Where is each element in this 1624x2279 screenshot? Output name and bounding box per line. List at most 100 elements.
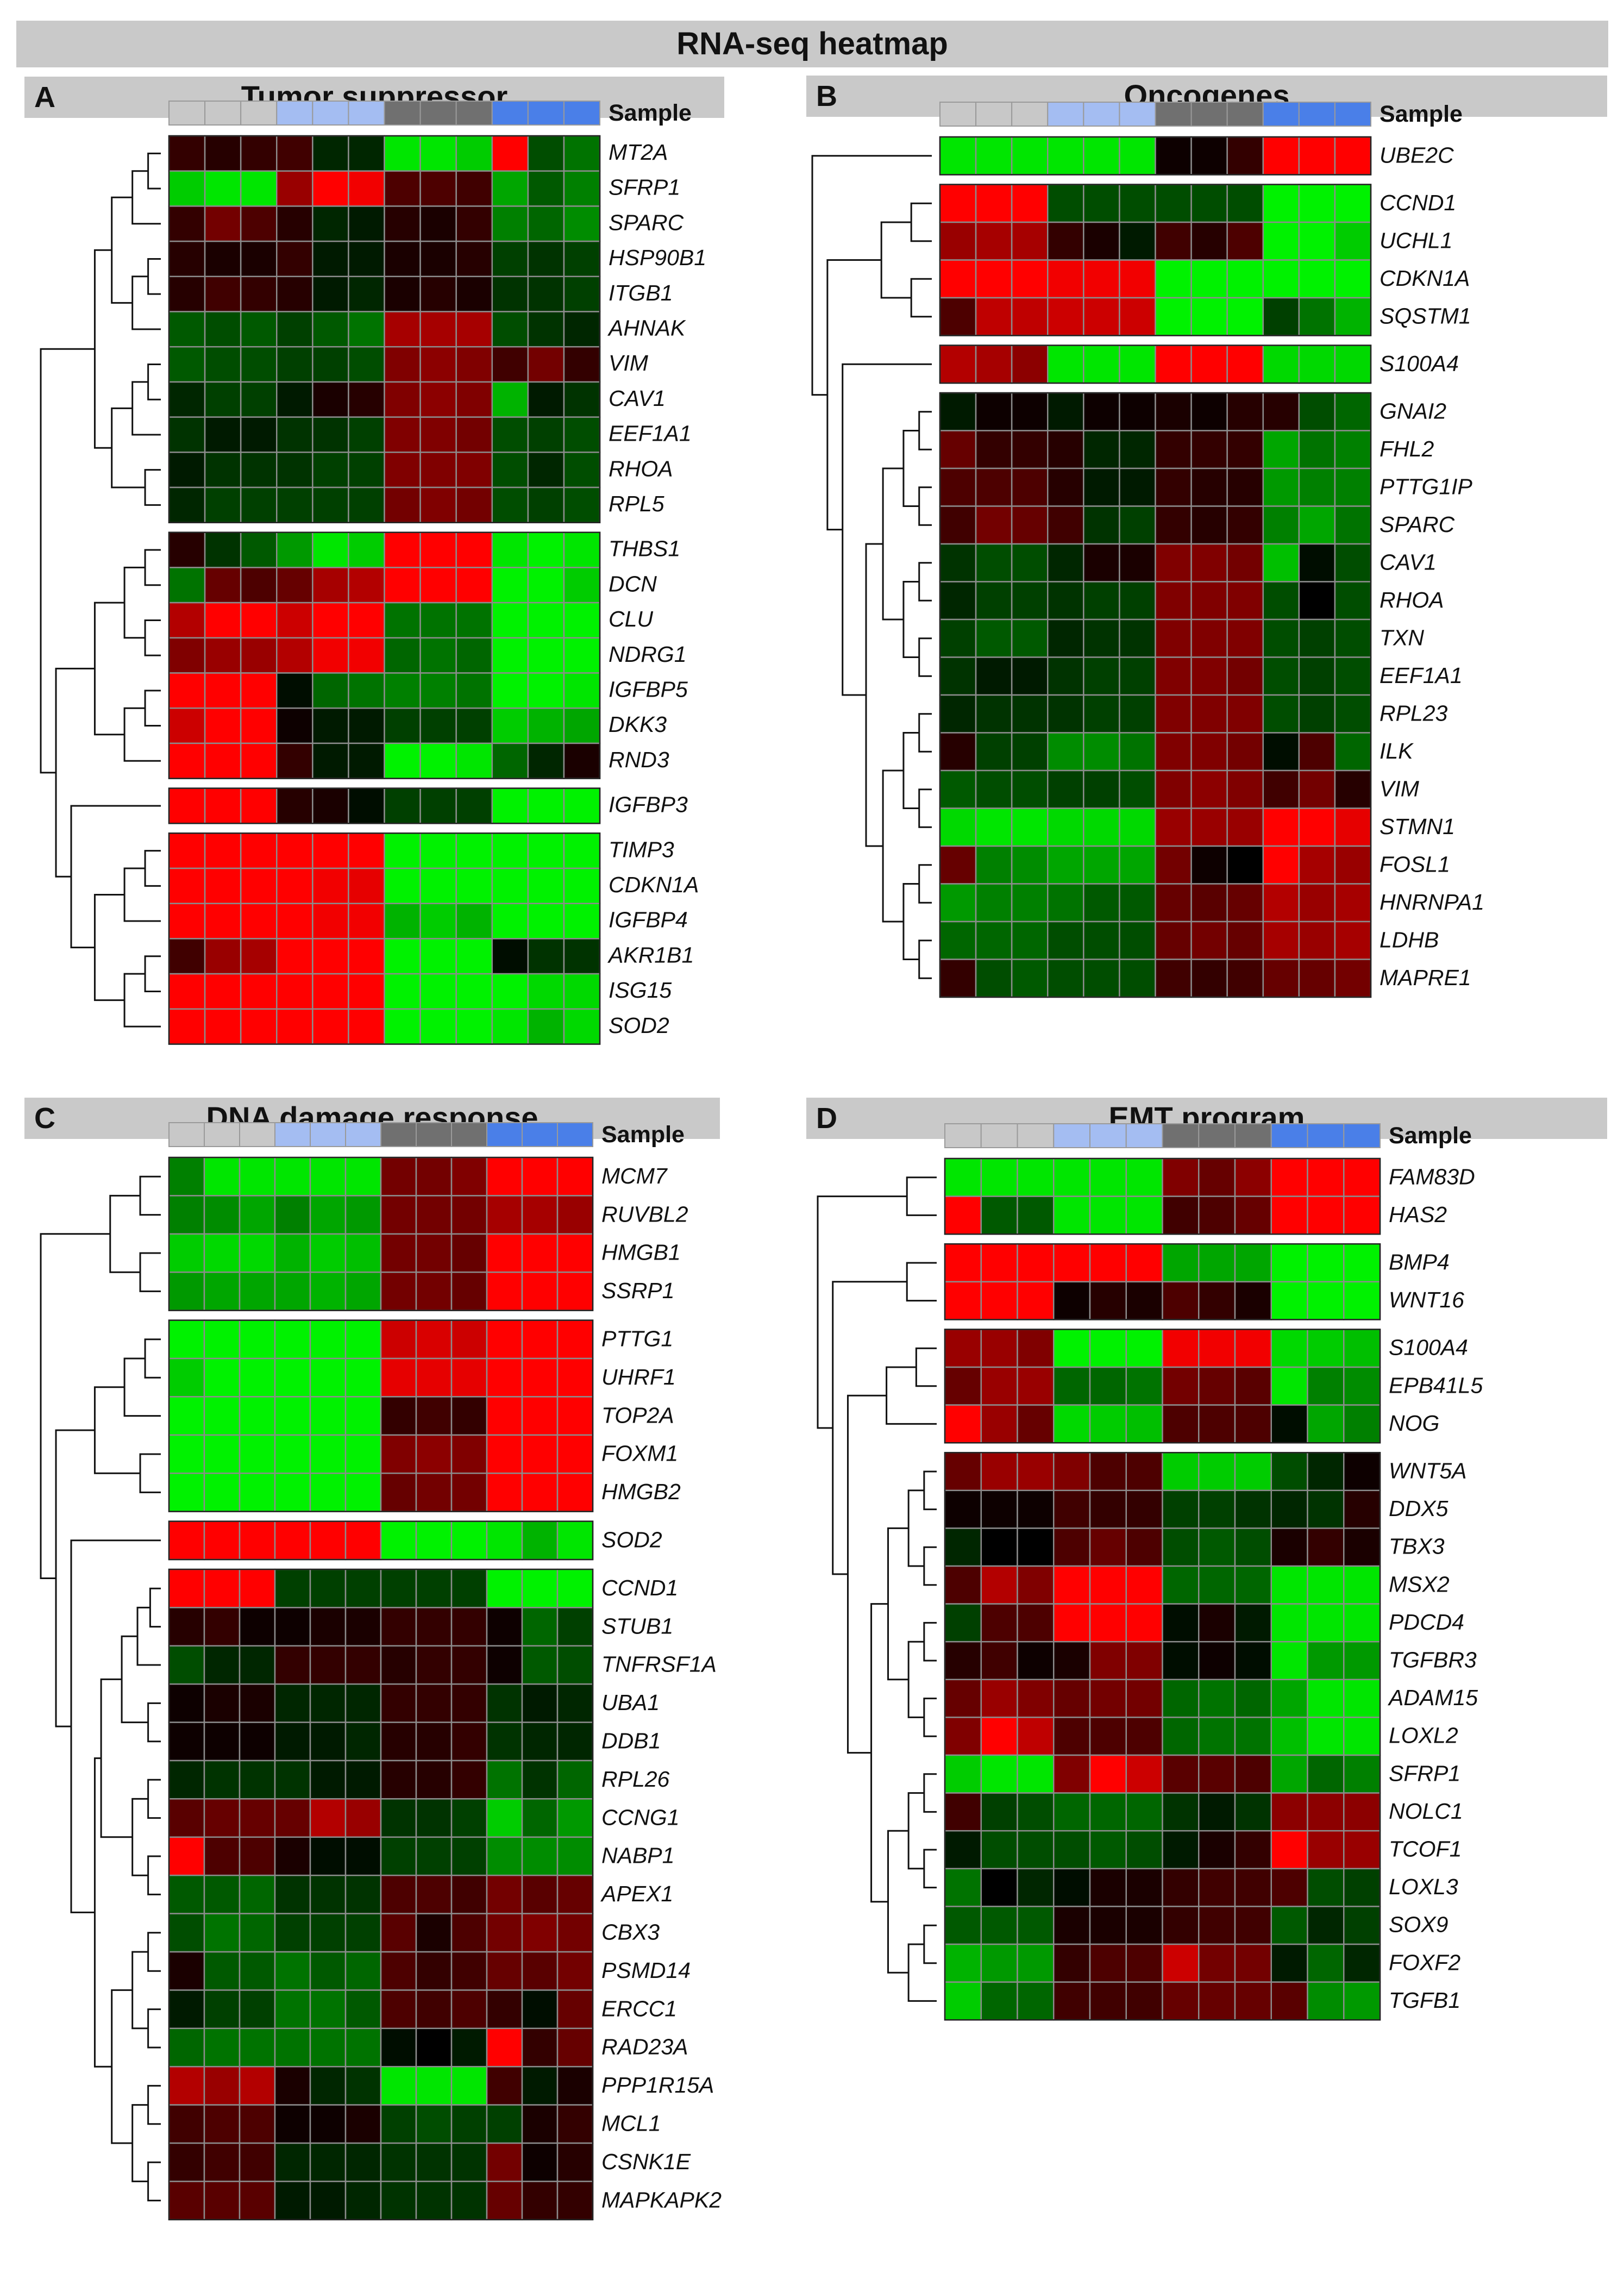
heatmap-cell: [1053, 1641, 1091, 1681]
heatmap-cell: [168, 1520, 205, 1561]
heatmap-cell: [239, 1874, 276, 1914]
gene-label: UBE2C: [1380, 142, 1454, 167]
heatmap-cell: [1334, 769, 1372, 809]
heatmap-cell: [1011, 732, 1049, 772]
gene-label: DDB1: [601, 1728, 661, 1753]
heatmap-cell: [1307, 1404, 1345, 1444]
heatmap-cell: [309, 1913, 347, 1953]
heatmap-cell: [168, 2027, 205, 2068]
heatmap-cell: [1334, 883, 1372, 923]
heatmap-cell: [309, 1836, 347, 1876]
heatmap-cell: [348, 672, 385, 709]
heatmap-cell: [168, 973, 206, 1010]
heatmap-cell: [419, 205, 457, 242]
heatmap-cell: [344, 2065, 382, 2106]
heatmap-cell: [563, 346, 601, 383]
group-frame: [168, 531, 601, 779]
heatmap-cell: [1307, 1366, 1345, 1406]
heatmap-cell: [312, 381, 349, 418]
heatmap-cell: [527, 973, 565, 1010]
heatmap-cell: [1334, 921, 1372, 960]
heatmap-cell: [1053, 1527, 1091, 1567]
heatmap-cell: [1343, 1157, 1381, 1197]
heatmap-cell: [1307, 1943, 1345, 1983]
heatmap-cell: [486, 1913, 523, 1953]
heatmap-cell: [1083, 297, 1120, 336]
heatmap-cell: [450, 2142, 488, 2182]
heatmap-cell: [312, 486, 349, 523]
heatmap-cell: [1155, 345, 1192, 384]
sample-cell: [348, 101, 385, 126]
heatmap-cell: [380, 2027, 417, 2068]
heatmap-cell: [1307, 1157, 1345, 1197]
heatmap-cell: [380, 2142, 417, 2182]
heatmap-cell: [309, 1760, 347, 1800]
heatmap-cell: [239, 1520, 276, 1561]
heatmap-cell: [1083, 656, 1120, 696]
heatmap-cell: [415, 2181, 453, 2221]
heatmap-cell: [556, 1951, 594, 1991]
heatmap-cell: [384, 707, 421, 744]
heatmap-cell: [344, 1874, 382, 1914]
heatmap-cell: [348, 707, 385, 744]
heatmap-cell: [491, 973, 529, 1010]
heatmap-cell: [384, 452, 421, 489]
heatmap-cell: [1119, 345, 1156, 384]
heatmap-cell: [309, 2065, 347, 2106]
heatmap-cell: [1017, 1906, 1055, 1945]
gene-label: SOD2: [601, 1527, 662, 1552]
gene-label: AKR1B1: [607, 942, 694, 967]
heatmap-cell: [1083, 136, 1120, 176]
heatmap-cell: [491, 903, 529, 940]
heatmap-cell: [203, 2027, 241, 2068]
heatmap-cell: [1198, 1565, 1236, 1605]
heatmap-cell: [450, 2104, 488, 2144]
heatmap-cell: [1162, 1489, 1200, 1529]
heatmap-cell: [563, 381, 601, 418]
heatmap-cell: [944, 1489, 982, 1529]
heatmap-cell: [203, 1721, 241, 1762]
heatmap-cell: [975, 656, 1013, 696]
heatmap-cell: [1198, 1792, 1236, 1832]
heatmap-cell: [384, 672, 421, 709]
gene-label: LOXL2: [1389, 1723, 1458, 1748]
heatmap-cell: [415, 1195, 453, 1235]
heatmap-cell: [168, 135, 206, 172]
heatmap-cell: [521, 1989, 559, 2030]
heatmap-cell: [168, 567, 206, 604]
heatmap-cell: [1298, 259, 1336, 299]
heatmap-cell: [1334, 959, 1372, 998]
heatmap-cell: [274, 1798, 311, 1838]
heatmap-cell: [556, 1760, 594, 1800]
heatmap-cell: [1226, 921, 1264, 960]
heatmap-cell: [274, 1472, 311, 1512]
sample-cell: [1119, 102, 1156, 127]
heatmap-cell: [1017, 1404, 1055, 1444]
gene-label: S100A4: [1389, 1335, 1468, 1360]
heatmap-cell: [1262, 297, 1300, 336]
heatmap-cell: [486, 1989, 523, 2030]
heatmap-cell: [239, 1319, 276, 1360]
heatmap-cell: [415, 1607, 453, 1647]
heatmap-cell: [1125, 1906, 1163, 1945]
heatmap-cell: [1125, 1243, 1163, 1283]
heatmap-cell: [1198, 1366, 1236, 1406]
heatmap-cell: [1119, 505, 1156, 545]
heatmap-cell: [980, 1157, 1018, 1197]
heatmap-cell: [380, 1607, 417, 1647]
heatmap-cell: [312, 637, 349, 674]
heatmap-cell: [1270, 1195, 1308, 1235]
sample-cell: [1198, 1123, 1236, 1148]
heatmap-cell: [1089, 1489, 1127, 1529]
heatmap-cell: [1262, 345, 1300, 384]
heatmap-cell: [380, 2181, 417, 2221]
heatmap-cell: [980, 1830, 1018, 1870]
heatmap-cell: [1053, 1157, 1091, 1197]
heatmap-cell: [527, 205, 565, 242]
heatmap-cell: [527, 276, 565, 312]
gene-label: RPL26: [601, 1767, 670, 1792]
group-frame: [944, 1451, 1381, 2021]
heatmap-cell: [491, 637, 529, 674]
heatmap-cell: [384, 1008, 421, 1045]
heatmap-cell: [1262, 694, 1300, 734]
